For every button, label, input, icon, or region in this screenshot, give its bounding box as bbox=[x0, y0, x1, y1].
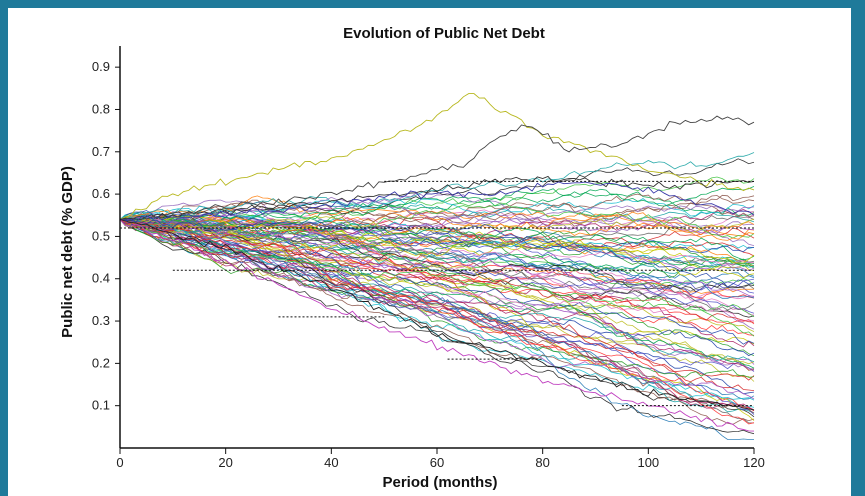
y-tick-label: 0.9 bbox=[92, 59, 110, 74]
simulated-path-line bbox=[119, 214, 755, 322]
x-tick-label: 40 bbox=[324, 455, 338, 470]
simulated-paths bbox=[119, 93, 755, 440]
highlighted-path-line bbox=[119, 175, 755, 221]
simulated-path-line bbox=[119, 219, 755, 311]
reference-lines bbox=[120, 180, 754, 407]
y-tick-label: 0.3 bbox=[92, 313, 110, 328]
y-tick-label: 0.5 bbox=[92, 228, 110, 243]
x-tick-label: 20 bbox=[218, 455, 232, 470]
simulated-path-line bbox=[119, 152, 755, 222]
simulated-path-line bbox=[119, 218, 755, 332]
simulated-path-line bbox=[119, 217, 755, 296]
highlighted-path-line bbox=[119, 219, 755, 411]
simulated-path-line bbox=[119, 219, 755, 337]
simulated-path-line bbox=[119, 218, 755, 323]
highlighted-path-line bbox=[119, 93, 755, 220]
simulated-path-line bbox=[119, 218, 754, 424]
simulated-path-line bbox=[119, 219, 755, 411]
line-chart: Evolution of Public Net Debt 0 20 40 60 80 10… bbox=[59, 25, 765, 491]
x-tick-label: 80 bbox=[535, 455, 549, 470]
y-tick-label: 0.2 bbox=[92, 355, 110, 370]
simulated-path-line bbox=[119, 216, 755, 300]
simulated-path-line bbox=[119, 208, 755, 272]
x-axis-ticks: 0 20 40 60 80 100 120 bbox=[116, 448, 765, 470]
y-tick-label: 0.1 bbox=[92, 398, 110, 413]
simulated-path-line bbox=[119, 217, 755, 294]
y-tick-label: 0.4 bbox=[92, 271, 110, 286]
y-axis-ticks: 0.1 0.2 0.3 0.4 0.5 0.6 0.7 0.8 0.9 bbox=[92, 59, 120, 413]
simulated-path-line bbox=[119, 217, 755, 300]
y-tick-label: 0.7 bbox=[92, 144, 110, 159]
simulated-path-line bbox=[119, 188, 755, 223]
simulated-path-line bbox=[119, 202, 755, 239]
simulated-path-line bbox=[119, 219, 755, 288]
x-axis-title: Period (months) bbox=[383, 474, 498, 491]
highlighted-path-line bbox=[119, 181, 755, 223]
x-tick-label: 60 bbox=[430, 455, 444, 470]
simulated-path-line bbox=[119, 219, 755, 391]
x-tick-label: 0 bbox=[116, 455, 123, 470]
simulated-path-line bbox=[119, 219, 755, 435]
simulated-path-line bbox=[119, 219, 754, 440]
simulated-path-line bbox=[119, 218, 755, 365]
simulated-path-line bbox=[119, 216, 755, 363]
x-tick-label: 120 bbox=[743, 455, 765, 470]
x-tick-label: 100 bbox=[637, 455, 659, 470]
simulated-path-line bbox=[119, 219, 755, 336]
simulated-path-line bbox=[119, 219, 755, 425]
simulated-path-line bbox=[119, 212, 755, 237]
y-tick-label: 0.6 bbox=[92, 186, 110, 201]
simulated-path-line bbox=[119, 196, 755, 225]
simulated-path-line bbox=[119, 216, 755, 400]
highlighted-path-line bbox=[119, 219, 755, 432]
y-tick-label: 0.8 bbox=[92, 101, 110, 116]
simulated-path-line bbox=[119, 219, 755, 414]
simulated-path-line bbox=[119, 219, 755, 279]
highlighted-path-line bbox=[119, 115, 755, 222]
y-axis-title: Public net debt (% GDP) bbox=[59, 166, 76, 338]
chart-title: Evolution of Public Net Debt bbox=[343, 25, 545, 42]
chart-panel: Evolution of Public Net Debt 0 20 40 60 80 10… bbox=[8, 8, 851, 496]
simulated-path-line bbox=[119, 215, 755, 264]
